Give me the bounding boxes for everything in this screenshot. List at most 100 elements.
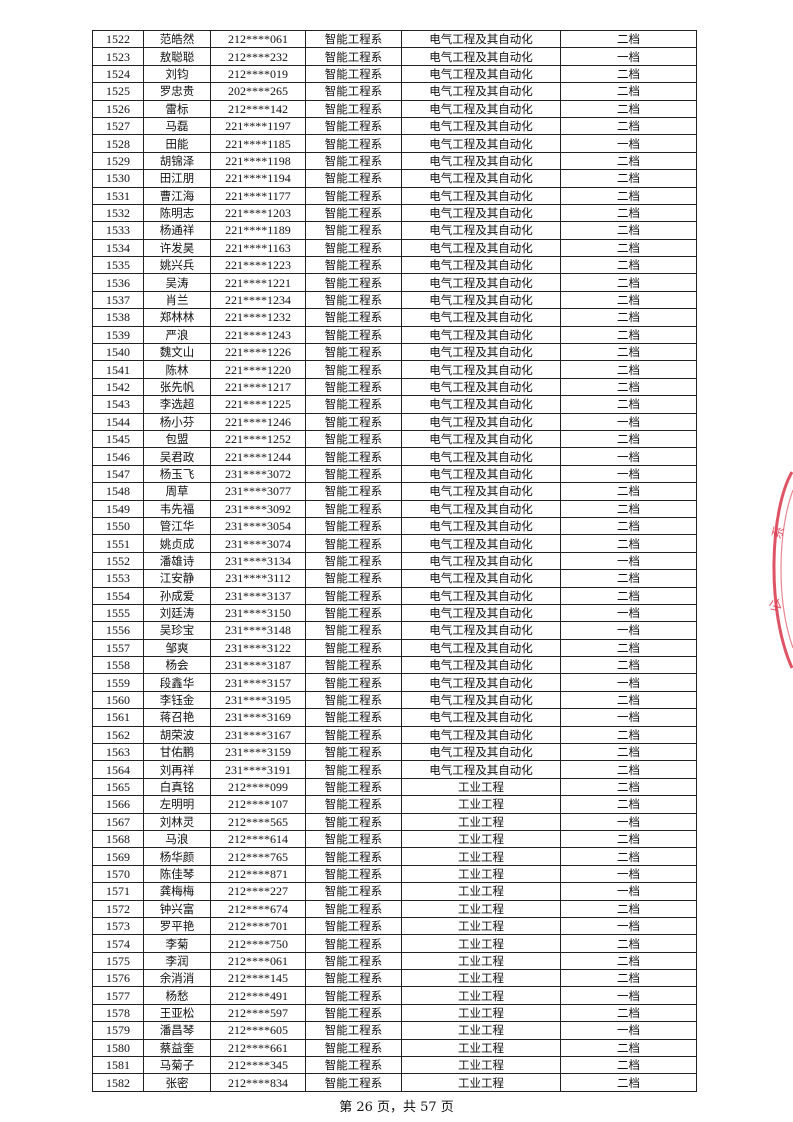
table-row: 1549 韦先福 231****3092 智能工程系 电气工程及其自动化 二档: [92, 499, 697, 518]
cell-major: 电气工程及其自动化: [401, 151, 561, 171]
cell-grade: 二档: [560, 951, 697, 971]
table-row: 1534 许发昊 221****1163 智能工程系 电气工程及其自动化 二档: [92, 238, 697, 258]
cell-id: 212****605: [210, 1021, 306, 1040]
cell-name: 甘佑鹏: [143, 743, 211, 762]
cell-major: 电气工程及其自动化: [401, 273, 561, 292]
page-number: 第 26 页，共 57 页: [339, 1100, 454, 1115]
table-row: 1558 杨会 231****3187 智能工程系 电气工程及其自动化 二档: [92, 656, 697, 675]
cell-num: 1526: [92, 99, 144, 118]
cell-num: 1551: [92, 534, 144, 553]
cell-num: 1578: [92, 1003, 144, 1023]
cell-name: 杨小芬: [143, 412, 211, 431]
cell-major: 电气工程及其自动化: [401, 621, 561, 640]
cell-num: 1574: [92, 934, 144, 953]
cell-id: 231****3195: [210, 690, 306, 710]
cell-name: 罗忠贵: [143, 82, 211, 101]
table-row: 1551 姚贞成 231****3074 智能工程系 电气工程及其自动化 二档: [92, 534, 697, 553]
table-row: 1538 郑林林 221****1232 智能工程系 电气工程及其自动化 二档: [92, 308, 697, 327]
cell-dept: 智能工程系: [305, 464, 402, 484]
cell-dept: 智能工程系: [305, 308, 402, 327]
table-row: 1527 马磊 221****1197 智能工程系 电气工程及其自动化 二档: [92, 116, 697, 136]
cell-name: 陈佳琴: [143, 864, 211, 884]
cell-name: 陈明志: [143, 203, 211, 223]
cell-grade: 二档: [560, 1003, 697, 1023]
cell-name: 范皓然: [143, 29, 211, 49]
cell-name: 段鑫华: [143, 673, 211, 692]
cell-grade: 二档: [560, 203, 697, 223]
cell-name: 胡锦泽: [143, 151, 211, 171]
cell-dept: 智能工程系: [305, 360, 402, 379]
cell-dept: 智能工程系: [305, 569, 402, 588]
cell-num: 1524: [92, 64, 144, 84]
cell-grade: 一档: [560, 447, 697, 466]
cell-dept: 智能工程系: [305, 673, 402, 692]
cell-name: 马浪: [143, 829, 211, 849]
cell-dept: 智能工程系: [305, 499, 402, 518]
cell-dept: 智能工程系: [305, 795, 402, 814]
table-row: 1531 曹江海 221****1177 智能工程系 电气工程及其自动化 二档: [92, 186, 697, 205]
cell-name: 李润: [143, 951, 211, 971]
cell-name: 马菊子: [143, 1056, 211, 1075]
cell-major: 电气工程及其自动化: [401, 64, 561, 84]
table-row: 1547 杨玉飞 231****3072 智能工程系 电气工程及其自动化 一档: [92, 464, 697, 484]
cell-major: 电气工程及其自动化: [401, 116, 561, 136]
cell-grade: 二档: [560, 690, 697, 710]
cell-name: 姚贞成: [143, 534, 211, 553]
cell-dept: 智能工程系: [305, 829, 402, 849]
cell-name: 郑林林: [143, 308, 211, 327]
cell-id: 221****1221: [210, 273, 306, 292]
cell-major: 电气工程及其自动化: [401, 377, 561, 397]
cell-dept: 智能工程系: [305, 395, 402, 414]
table-row: 1537 肖兰 221****1234 智能工程系 电气工程及其自动化 二档: [92, 290, 697, 310]
cell-grade: 二档: [560, 795, 697, 814]
cell-num: 1563: [92, 743, 144, 762]
cell-id: 221****1220: [210, 360, 306, 379]
cell-num: 1547: [92, 464, 144, 484]
cell-major: 电气工程及其自动化: [401, 395, 561, 414]
cell-major: 电气工程及其自动化: [401, 725, 561, 745]
table-row: 1564 刘再祥 231****3191 智能工程系 电气工程及其自动化 二档: [92, 760, 697, 779]
cell-major: 工业工程: [401, 1056, 561, 1075]
cell-num: 1577: [92, 986, 144, 1005]
cell-id: 212****061: [210, 29, 306, 49]
table-row: 1530 田江朋 221****1194 智能工程系 电气工程及其自动化 二档: [92, 169, 697, 188]
cell-num: 1537: [92, 290, 144, 310]
table-row: 1544 杨小芬 221****1246 智能工程系 电气工程及其自动化 一档: [92, 412, 697, 431]
cell-name: 雷标: [143, 99, 211, 118]
cell-major: 电气工程及其自动化: [401, 343, 561, 362]
cell-major: 电气工程及其自动化: [401, 586, 561, 605]
cell-grade: 二档: [560, 656, 697, 675]
cell-dept: 智能工程系: [305, 221, 402, 240]
cell-id: 221****1246: [210, 412, 306, 431]
cell-name: 杨通祥: [143, 221, 211, 240]
cell-num: 1556: [92, 621, 144, 640]
cell-grade: 一档: [560, 864, 697, 884]
cell-dept: 智能工程系: [305, 760, 402, 779]
table-row: 1565 白真铭 212****099 智能工程系 工业工程 二档: [92, 777, 697, 797]
cell-num: 1525: [92, 82, 144, 101]
cell-num: 1533: [92, 221, 144, 240]
cell-dept: 智能工程系: [305, 482, 402, 501]
cell-dept: 智能工程系: [305, 99, 402, 118]
cell-dept: 智能工程系: [305, 516, 402, 536]
cell-id: 212****107: [210, 795, 306, 814]
cell-id: 221****1225: [210, 395, 306, 414]
cell-grade: 二档: [560, 360, 697, 379]
cell-id: 221****1243: [210, 325, 306, 345]
table-row: 1523 敖聪聪 212****232 智能工程系 电气工程及其自动化 一档: [92, 47, 697, 66]
cell-major: 电气工程及其自动化: [401, 482, 561, 501]
table-row: 1526 雷标 212****142 智能工程系 电气工程及其自动化 二档: [92, 99, 697, 118]
cell-dept: 智能工程系: [305, 290, 402, 310]
cell-dept: 智能工程系: [305, 1003, 402, 1023]
cell-grade: 二档: [560, 743, 697, 762]
cell-name: 马磊: [143, 116, 211, 136]
cell-name: 曹江海: [143, 186, 211, 205]
table-row: 1536 吴涛 221****1221 智能工程系 电气工程及其自动化 二档: [92, 273, 697, 292]
cell-grade: 二档: [560, 777, 697, 797]
cell-id: 221****1163: [210, 238, 306, 258]
cell-id: 212****765: [210, 847, 306, 866]
cell-num: 1529: [92, 151, 144, 171]
cell-id: 231****3169: [210, 708, 306, 727]
cell-grade: 二档: [560, 969, 697, 988]
cell-grade: 二档: [560, 99, 697, 118]
